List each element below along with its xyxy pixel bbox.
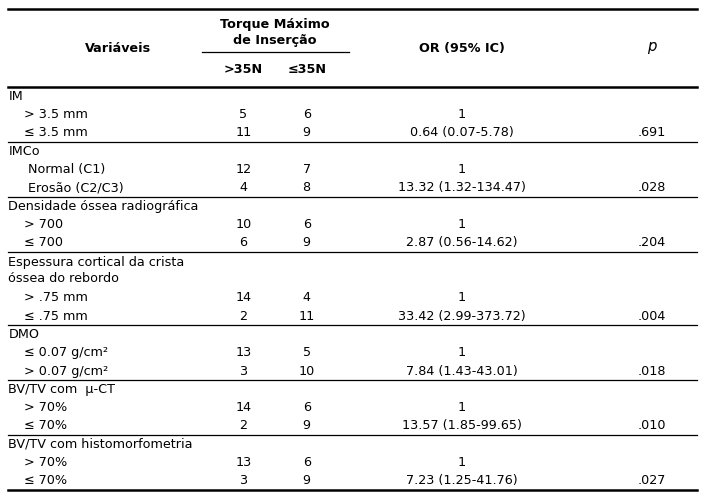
Text: ≤35N: ≤35N bbox=[287, 63, 326, 76]
Text: IMCo: IMCo bbox=[8, 145, 40, 158]
Text: 3: 3 bbox=[239, 474, 247, 488]
Text: 2: 2 bbox=[239, 419, 247, 433]
Text: 6: 6 bbox=[302, 108, 311, 121]
Text: 5: 5 bbox=[302, 346, 311, 359]
Text: 11: 11 bbox=[298, 309, 315, 323]
Text: 4: 4 bbox=[239, 181, 247, 195]
Text: ≤ 3.5 mm: ≤ 3.5 mm bbox=[24, 126, 87, 140]
Text: Densidade óssea radiográfica: Densidade óssea radiográfica bbox=[8, 199, 199, 213]
Text: 2.87 (0.56-14.62): 2.87 (0.56-14.62) bbox=[406, 236, 517, 249]
Text: 3: 3 bbox=[239, 364, 247, 378]
Text: 6: 6 bbox=[302, 218, 311, 231]
Text: 10: 10 bbox=[235, 218, 252, 231]
Text: 1: 1 bbox=[458, 401, 466, 414]
Text: 7.84 (1.43-43.01): 7.84 (1.43-43.01) bbox=[406, 364, 517, 378]
Text: > 3.5 mm: > 3.5 mm bbox=[24, 108, 88, 121]
Text: 4: 4 bbox=[302, 291, 311, 304]
Text: 14: 14 bbox=[235, 291, 251, 304]
Text: 7: 7 bbox=[302, 163, 311, 176]
Text: 10: 10 bbox=[298, 364, 315, 378]
Text: ≤ .75 mm: ≤ .75 mm bbox=[24, 309, 87, 323]
Text: 1: 1 bbox=[458, 218, 466, 231]
Text: 12: 12 bbox=[235, 163, 251, 176]
Text: Normal (C1): Normal (C1) bbox=[24, 163, 105, 176]
Text: Erosão (C2/C3): Erosão (C2/C3) bbox=[24, 181, 123, 195]
Text: 6: 6 bbox=[239, 236, 247, 249]
Text: .691: .691 bbox=[638, 126, 666, 140]
Text: 9: 9 bbox=[302, 474, 311, 488]
Text: > 70%: > 70% bbox=[24, 401, 67, 414]
Text: 6: 6 bbox=[302, 456, 311, 469]
Text: 7.23 (1.25-41.76): 7.23 (1.25-41.76) bbox=[406, 474, 517, 488]
Text: ≤ 70%: ≤ 70% bbox=[24, 419, 67, 433]
Text: 1: 1 bbox=[458, 346, 466, 359]
Text: 13: 13 bbox=[235, 456, 252, 469]
Text: .004: .004 bbox=[638, 309, 666, 323]
Text: ≤ 70%: ≤ 70% bbox=[24, 474, 67, 488]
Text: Torque Máximo
de Inserção: Torque Máximo de Inserção bbox=[220, 18, 330, 47]
Text: 1: 1 bbox=[458, 456, 466, 469]
Text: 1: 1 bbox=[458, 108, 466, 121]
Text: $\mathit{p}$: $\mathit{p}$ bbox=[646, 40, 658, 56]
Text: > 70%: > 70% bbox=[24, 456, 67, 469]
Text: ≤ 0.07 g/cm²: ≤ 0.07 g/cm² bbox=[24, 346, 108, 359]
Text: 8: 8 bbox=[302, 181, 311, 195]
Text: 2: 2 bbox=[239, 309, 247, 323]
Text: 5: 5 bbox=[239, 108, 247, 121]
Text: > 700: > 700 bbox=[24, 218, 63, 231]
Text: 13.32 (1.32-134.47): 13.32 (1.32-134.47) bbox=[398, 181, 526, 195]
Text: 33.42 (2.99-373.72): 33.42 (2.99-373.72) bbox=[398, 309, 526, 323]
Text: .010: .010 bbox=[638, 419, 666, 433]
Text: ≤ 700: ≤ 700 bbox=[24, 236, 63, 249]
Text: 14: 14 bbox=[235, 401, 251, 414]
Text: IM: IM bbox=[8, 90, 23, 103]
Text: 9: 9 bbox=[302, 126, 311, 140]
Text: óssea do rebordo: óssea do rebordo bbox=[8, 272, 119, 285]
Text: BV/TV com  μ-CT: BV/TV com μ-CT bbox=[8, 383, 116, 396]
Text: .027: .027 bbox=[638, 474, 666, 488]
Text: 13: 13 bbox=[235, 346, 252, 359]
Text: .028: .028 bbox=[638, 181, 666, 195]
Text: > .75 mm: > .75 mm bbox=[24, 291, 88, 304]
Text: 9: 9 bbox=[302, 236, 311, 249]
Text: > 0.07 g/cm²: > 0.07 g/cm² bbox=[24, 364, 109, 378]
Text: .204: .204 bbox=[638, 236, 666, 249]
Text: >35N: >35N bbox=[223, 63, 263, 76]
Text: DMO: DMO bbox=[8, 328, 39, 341]
Text: Espessura cortical da crista: Espessura cortical da crista bbox=[8, 256, 185, 269]
Text: 1: 1 bbox=[458, 291, 466, 304]
Text: OR (95% IC): OR (95% IC) bbox=[419, 42, 505, 54]
Text: 13.57 (1.85-99.65): 13.57 (1.85-99.65) bbox=[402, 419, 522, 433]
Text: 11: 11 bbox=[235, 126, 252, 140]
Text: 1: 1 bbox=[458, 163, 466, 176]
Text: BV/TV com histomorfometria: BV/TV com histomorfometria bbox=[8, 438, 193, 451]
Text: 0.64 (0.07-5.78): 0.64 (0.07-5.78) bbox=[410, 126, 514, 140]
Text: Variáveis: Variáveis bbox=[85, 42, 151, 54]
Text: .018: .018 bbox=[638, 364, 666, 378]
Text: 6: 6 bbox=[302, 401, 311, 414]
Text: 9: 9 bbox=[302, 419, 311, 433]
